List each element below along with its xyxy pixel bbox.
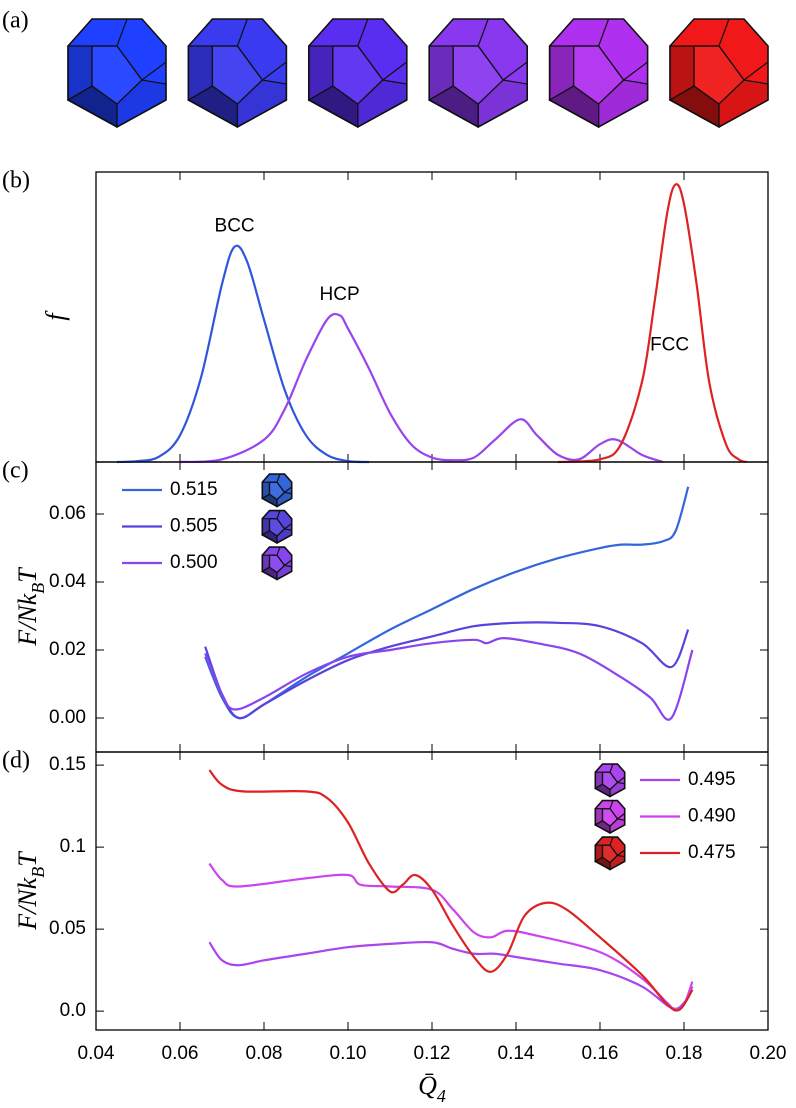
edge	[609, 763, 614, 773]
x-tick-label: 0.16	[582, 1043, 619, 1064]
polyhedron-icon	[261, 509, 293, 545]
axis-label-part: B	[28, 583, 48, 594]
edge	[609, 844, 626, 857]
edge	[609, 771, 626, 784]
edge	[276, 546, 281, 556]
y-tick-label: 0.02	[49, 639, 86, 660]
edge	[598, 18, 610, 47]
axis-label-part: T	[13, 567, 42, 583]
peak-label: HCP	[320, 284, 360, 305]
panel-label: (d)	[2, 748, 30, 774]
series-line	[208, 862, 694, 1011]
y-tick-label: 0.06	[49, 503, 86, 524]
polyhedron-icon	[427, 18, 529, 129]
panel-label: (b)	[2, 168, 30, 194]
edge	[477, 18, 489, 47]
series-line	[204, 637, 694, 721]
axis-label: F/NkBT	[13, 567, 48, 647]
legend-label: 0.490	[688, 806, 736, 827]
peak-label: BCC	[215, 216, 255, 237]
y-tick-label: 0.0	[60, 1000, 86, 1021]
x-tick-label: 0.18	[666, 1043, 703, 1064]
edge	[609, 836, 614, 846]
polyhedron-icon	[594, 836, 626, 871]
axis-label-part: Q̄	[418, 1071, 437, 1100]
edge	[357, 45, 408, 81]
polyhedra-row	[66, 18, 769, 129]
edge	[276, 473, 281, 483]
edge	[357, 18, 369, 47]
polyhedron-icon	[307, 18, 408, 129]
polyhedron-icon	[66, 18, 167, 129]
axis-label-part: 4	[437, 1086, 446, 1106]
x-tick-label: 0.04	[78, 1043, 115, 1064]
edge	[116, 45, 167, 81]
polyhedron-icon	[594, 799, 626, 835]
panel-label: (a)	[2, 8, 29, 34]
edge	[236, 18, 248, 47]
panel-label: (c)	[2, 458, 29, 484]
x-tick-label: 0.14	[498, 1043, 535, 1064]
peak-label: FCC	[650, 334, 689, 355]
axis-label-part: F/Nk	[13, 877, 42, 930]
axis-label-part: f	[41, 310, 70, 321]
y-tick-label: 0.15	[49, 754, 86, 775]
edge	[236, 45, 287, 81]
legend-label: 0.500	[170, 552, 218, 573]
axis-label-part: F/Nk	[13, 593, 42, 646]
edge	[718, 45, 769, 81]
edge	[276, 554, 293, 567]
axis-label-part: T	[13, 851, 42, 867]
y-tick-label: 0.00	[49, 707, 86, 728]
axis-label: Q̄4	[418, 1071, 446, 1106]
legend-label: 0.515	[170, 479, 218, 500]
edge	[276, 510, 281, 519]
x-tick-label: 0.20	[750, 1043, 787, 1064]
polyhedron-icon	[668, 18, 769, 129]
edge	[276, 518, 293, 530]
polyhedron-icon	[261, 546, 293, 581]
series-line	[208, 940, 694, 1010]
x-tick-label: 0.06	[162, 1043, 199, 1064]
edge	[598, 45, 648, 81]
edge	[718, 18, 730, 47]
series-line	[116, 244, 370, 464]
axis-label-part: B	[28, 867, 48, 878]
axis-label: F/NkBT	[13, 851, 48, 931]
legend-label: 0.505	[170, 516, 218, 537]
polyhedron-icon	[548, 18, 649, 129]
y-tick-label: 0.1	[60, 836, 86, 857]
edge	[609, 800, 614, 809]
legend-label: 0.495	[688, 769, 736, 790]
legend-label: 0.475	[688, 842, 736, 863]
series-line	[557, 183, 748, 464]
polyhedron-icon	[261, 473, 293, 508]
series-line	[204, 621, 690, 720]
edge	[609, 808, 626, 820]
edge	[276, 481, 293, 494]
edge	[477, 45, 528, 81]
x-tick-label: 0.10	[330, 1043, 367, 1064]
axis-label: f	[41, 310, 70, 321]
polyhedron-icon	[187, 18, 288, 129]
polyhedron-icon	[594, 763, 626, 798]
y-tick-label: 0.05	[49, 918, 86, 939]
series-line	[208, 769, 694, 1012]
x-tick-label: 0.12	[414, 1043, 451, 1064]
y-tick-label: 0.04	[49, 571, 86, 592]
series-line	[179, 312, 664, 464]
plot-frame	[95, 461, 769, 753]
edge	[116, 18, 128, 47]
x-tick-label: 0.08	[246, 1043, 283, 1064]
